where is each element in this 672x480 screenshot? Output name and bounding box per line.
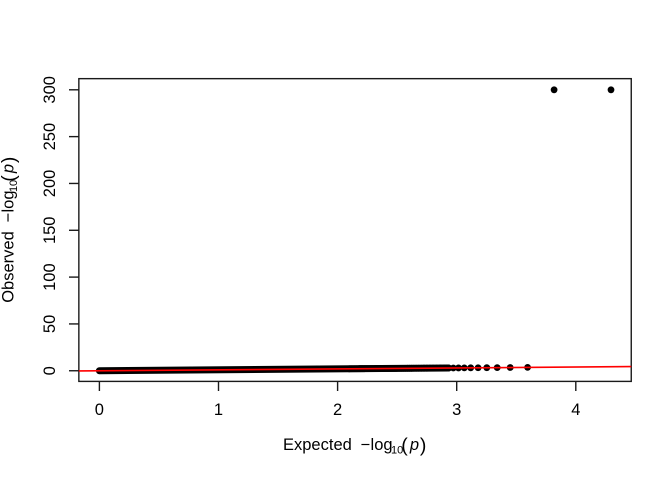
svg-text:3: 3 — [452, 401, 461, 419]
svg-text:250: 250 — [41, 123, 59, 151]
svg-text:0: 0 — [95, 401, 104, 419]
svg-text:2: 2 — [333, 401, 342, 419]
svg-text:300: 300 — [41, 76, 59, 104]
svg-text:1: 1 — [214, 401, 223, 419]
svg-text:0: 0 — [41, 366, 59, 375]
svg-text:100: 100 — [41, 263, 59, 291]
svg-text:50: 50 — [41, 315, 59, 333]
svg-text:200: 200 — [41, 170, 59, 198]
svg-text:150: 150 — [41, 217, 59, 245]
svg-text:4: 4 — [571, 401, 580, 419]
